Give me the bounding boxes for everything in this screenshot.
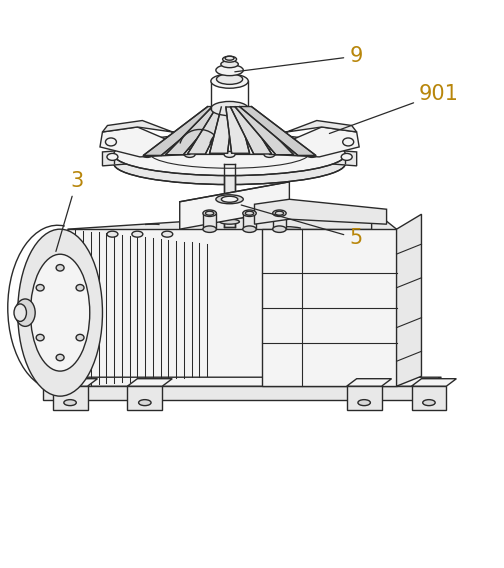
Ellipse shape (223, 56, 236, 62)
Ellipse shape (76, 285, 84, 291)
Polygon shape (187, 107, 229, 154)
Polygon shape (411, 379, 456, 386)
Polygon shape (347, 379, 392, 386)
Text: 901: 901 (330, 83, 459, 133)
Ellipse shape (114, 142, 345, 185)
Ellipse shape (114, 133, 345, 176)
Ellipse shape (343, 138, 354, 146)
Ellipse shape (15, 299, 35, 327)
Polygon shape (143, 107, 220, 156)
Ellipse shape (221, 61, 238, 68)
Polygon shape (397, 214, 421, 386)
Ellipse shape (216, 195, 243, 204)
Polygon shape (52, 379, 97, 386)
Ellipse shape (243, 226, 256, 232)
Ellipse shape (107, 231, 118, 237)
Polygon shape (324, 149, 357, 166)
Ellipse shape (184, 152, 195, 157)
Ellipse shape (142, 152, 153, 157)
Ellipse shape (132, 231, 143, 237)
Polygon shape (270, 120, 357, 139)
Ellipse shape (217, 74, 242, 85)
Ellipse shape (341, 153, 352, 160)
Ellipse shape (224, 152, 235, 157)
Ellipse shape (36, 285, 44, 291)
Polygon shape (165, 107, 224, 154)
Ellipse shape (211, 102, 248, 116)
Polygon shape (226, 107, 249, 153)
Ellipse shape (225, 56, 234, 60)
Ellipse shape (56, 354, 64, 361)
Ellipse shape (211, 74, 248, 88)
Ellipse shape (105, 138, 116, 146)
Ellipse shape (273, 226, 286, 232)
Ellipse shape (273, 210, 286, 216)
Polygon shape (180, 182, 289, 229)
Polygon shape (255, 199, 387, 224)
Ellipse shape (423, 400, 435, 406)
Ellipse shape (14, 304, 26, 321)
Ellipse shape (139, 400, 151, 406)
Text: 5: 5 (241, 205, 362, 248)
Ellipse shape (220, 213, 239, 218)
Ellipse shape (162, 231, 173, 237)
Ellipse shape (203, 210, 216, 216)
Ellipse shape (220, 219, 239, 224)
Ellipse shape (275, 211, 284, 215)
Ellipse shape (30, 254, 90, 371)
Polygon shape (152, 107, 307, 154)
Ellipse shape (243, 210, 256, 216)
Polygon shape (371, 209, 397, 386)
Polygon shape (128, 379, 172, 386)
Polygon shape (203, 213, 216, 229)
Ellipse shape (264, 152, 275, 157)
Text: 3: 3 (56, 171, 83, 252)
Polygon shape (43, 386, 421, 400)
Polygon shape (68, 209, 397, 252)
Ellipse shape (76, 335, 84, 341)
Polygon shape (43, 377, 442, 386)
Polygon shape (230, 107, 272, 154)
Polygon shape (102, 120, 190, 139)
Polygon shape (273, 213, 286, 229)
Polygon shape (270, 127, 359, 157)
Ellipse shape (107, 153, 118, 160)
Ellipse shape (216, 65, 243, 76)
Polygon shape (210, 107, 233, 153)
Polygon shape (243, 213, 256, 229)
Polygon shape (102, 149, 135, 166)
Polygon shape (128, 386, 162, 410)
Bar (224, 164, 235, 227)
Polygon shape (52, 386, 88, 410)
Ellipse shape (64, 400, 76, 406)
Polygon shape (100, 127, 190, 157)
Ellipse shape (220, 207, 239, 212)
Text: 9: 9 (235, 46, 362, 72)
Polygon shape (411, 386, 447, 410)
Ellipse shape (358, 400, 370, 406)
Polygon shape (235, 107, 294, 154)
Ellipse shape (306, 152, 318, 157)
Ellipse shape (206, 211, 214, 215)
Polygon shape (68, 229, 397, 386)
Ellipse shape (245, 211, 254, 215)
Ellipse shape (221, 197, 238, 202)
Ellipse shape (56, 265, 64, 271)
Polygon shape (262, 229, 397, 386)
Ellipse shape (18, 229, 102, 396)
Polygon shape (239, 107, 316, 156)
Polygon shape (347, 386, 382, 410)
Ellipse shape (36, 335, 44, 341)
Ellipse shape (203, 226, 216, 232)
